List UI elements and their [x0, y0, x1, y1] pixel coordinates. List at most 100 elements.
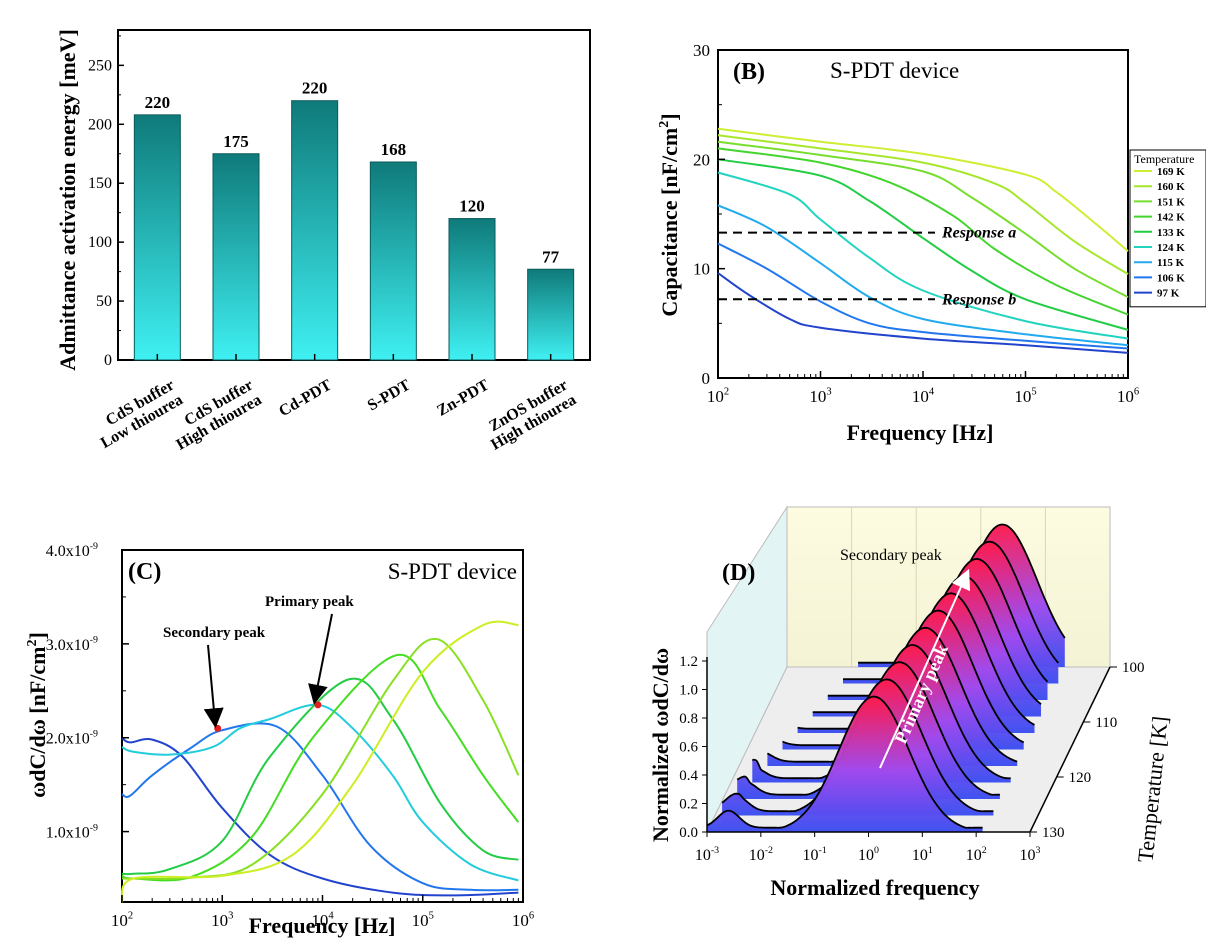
panel-c-ytick-label: 1.0x10-9: [46, 822, 98, 841]
category-label-line: S-PDT: [365, 376, 414, 414]
panel-a-ytick-label: 100: [88, 234, 112, 251]
panel-c-xtick-label: 106: [512, 910, 534, 930]
panel-b-series-line: [717, 272, 1129, 354]
panel-c-xtick-label: 104: [311, 910, 334, 930]
panel-d-ylabel: Normalized ωdC/dω: [648, 648, 673, 842]
panel-c-series-line: [121, 722, 519, 892]
panel-b-xlabel: Frequency [Hz]: [847, 420, 994, 445]
bar: [369, 161, 417, 361]
panel-c-series-line: [121, 677, 519, 876]
panel-d-ytick-label: 0.0: [679, 825, 698, 841]
panel-c-title: S-PDT device: [388, 559, 517, 584]
primary-peak-arrow: [879, 568, 971, 769]
category-label: Cd-PDT: [276, 376, 335, 420]
panel-d-xtick-label: 10-1: [803, 845, 827, 864]
panel-b-ylabel: Capacitance [nF/cm2]: [657, 113, 682, 316]
panel-b-series-line: [717, 171, 1129, 340]
panel-b-xtick-label: 106: [1117, 386, 1139, 406]
primary-peak-label: Primary peak: [265, 594, 354, 610]
legend-entry: 142 K: [1157, 212, 1185, 224]
panel-b-title: S-PDT device: [830, 58, 959, 83]
panel-a-ytick-label: 200: [88, 116, 112, 133]
bar-data-label: 175: [223, 132, 249, 151]
panel-b-ytick-label: 20: [693, 150, 710, 169]
legend-entry: 106 K: [1157, 272, 1185, 284]
panel-a-ytick-label: 250: [88, 57, 112, 74]
category-label: Zn-PDT: [434, 376, 492, 419]
legend-entry: 97 K: [1157, 288, 1180, 300]
panel-b-series-line: [717, 158, 1129, 331]
panel-a-frame: [117, 29, 591, 361]
panel-c-ytick-label: 4.0x10-9: [46, 541, 98, 560]
panel-b-xtick-label: 104: [912, 386, 935, 406]
panel-d-xtick-label: 102: [966, 845, 987, 864]
bar: [291, 100, 339, 361]
bar-data-label: 220: [302, 79, 328, 98]
panel-c-label: (C): [128, 559, 161, 585]
panel-b-xtick-label: 102: [707, 386, 729, 406]
panel-a-ytick-label: 150: [88, 175, 112, 192]
panel-b-ytick-label: 30: [693, 41, 710, 60]
panel-c-series-line: [121, 620, 519, 903]
panel-d-ztick-label: 120: [1069, 770, 1092, 786]
ridge-line: [706, 695, 983, 829]
legend-entry: 160 K: [1157, 181, 1185, 193]
legend-box: [1129, 149, 1206, 308]
panel-c-xlabel: Frequency [Hz]: [249, 913, 396, 938]
panel-b-ytick-label: 0: [702, 369, 711, 388]
panel-d-zaxis: [1029, 666, 1111, 833]
panel-b-series-line: [717, 140, 1129, 298]
panel-b-series-line: [717, 242, 1129, 350]
panel-d-ytick-label: 0.2: [679, 797, 698, 813]
panel-d-zlabel: Temperature [K]: [1132, 715, 1172, 864]
panel-c-derivative-chart: Secondary peak Primary peak 1.0x10-9 2.0x1…: [25, 541, 534, 938]
panel-d-ytick-label: 0.4: [679, 768, 698, 784]
legend-entry: 169 K: [1157, 166, 1185, 178]
panel-d-xtick-label: 100: [858, 845, 879, 864]
panel-b-label: (B): [733, 59, 765, 85]
panel-c-xtick-label: 105: [412, 910, 434, 930]
panel-d-ytick-label: 0.6: [679, 740, 698, 756]
bar: [212, 153, 260, 361]
panel-d-xlabel: Normalized frequency: [770, 875, 979, 900]
panel-d-xtick-label: 10-2: [749, 845, 773, 864]
panel-b-series-line: [717, 134, 1129, 275]
panel-d-ztick-label: 110: [1095, 715, 1117, 731]
panel-d-ytick-label: 0.8: [679, 711, 698, 727]
bar: [527, 268, 575, 361]
panel-b-capacitance-chart: Response a Response b 0 10 20 30 102 103 104 105…: [657, 41, 1206, 445]
legend-entry: 124 K: [1157, 242, 1185, 254]
response-label: Response a: [941, 225, 1016, 242]
panel-d-xtick-label: 103: [1020, 845, 1041, 864]
panel-d-ztick-label: 130: [1042, 825, 1065, 841]
panel-a-ylabel: Admittance activation energy [meV]: [55, 29, 80, 371]
panel-d-xtick-label: 10-3: [695, 845, 719, 864]
secondary-peak-label: Secondary peak: [163, 625, 266, 641]
panel-c-xtick-label: 102: [111, 910, 133, 930]
legend-entry: 115 K: [1157, 257, 1185, 269]
response-label: Response b: [941, 291, 1016, 308]
panel-c-ytick-label: 3.0x10-9: [46, 635, 98, 654]
bar-data-label: 220: [145, 93, 171, 112]
bar-data-label: 77: [542, 247, 560, 266]
bar-data-label: 168: [381, 140, 407, 159]
panel-c-series-line: [121, 637, 520, 880]
secondary-peak-label: Secondary peak: [840, 547, 942, 564]
primary-peak-arrow: [308, 613, 333, 705]
secondary-peak-arrow: [203, 644, 224, 729]
category-label-line: Cd-PDT: [276, 376, 335, 420]
panel-d-label: (D): [722, 560, 755, 586]
panel-d-ytick-label: 1.2: [679, 654, 698, 670]
panel-b-series-line: [717, 127, 1129, 252]
panel-b-series-line: [717, 147, 1129, 316]
legend-entry: 133 K: [1157, 227, 1185, 239]
panel-a-ytick-label: 50: [96, 293, 112, 310]
panel-d-3d-ridge-chart: 10-3 10-2 10-1 100 101 102 103 0.0 0.2 0.4 0.6 0.8 1…: [648, 505, 1173, 900]
panel-a-bar-chart: Admittance activation energy [meV] 220 17…: [55, 29, 591, 454]
bar: [448, 218, 496, 361]
panel-d-ytick-label: 1.0: [679, 683, 698, 699]
category-label: S-PDT: [365, 376, 414, 414]
